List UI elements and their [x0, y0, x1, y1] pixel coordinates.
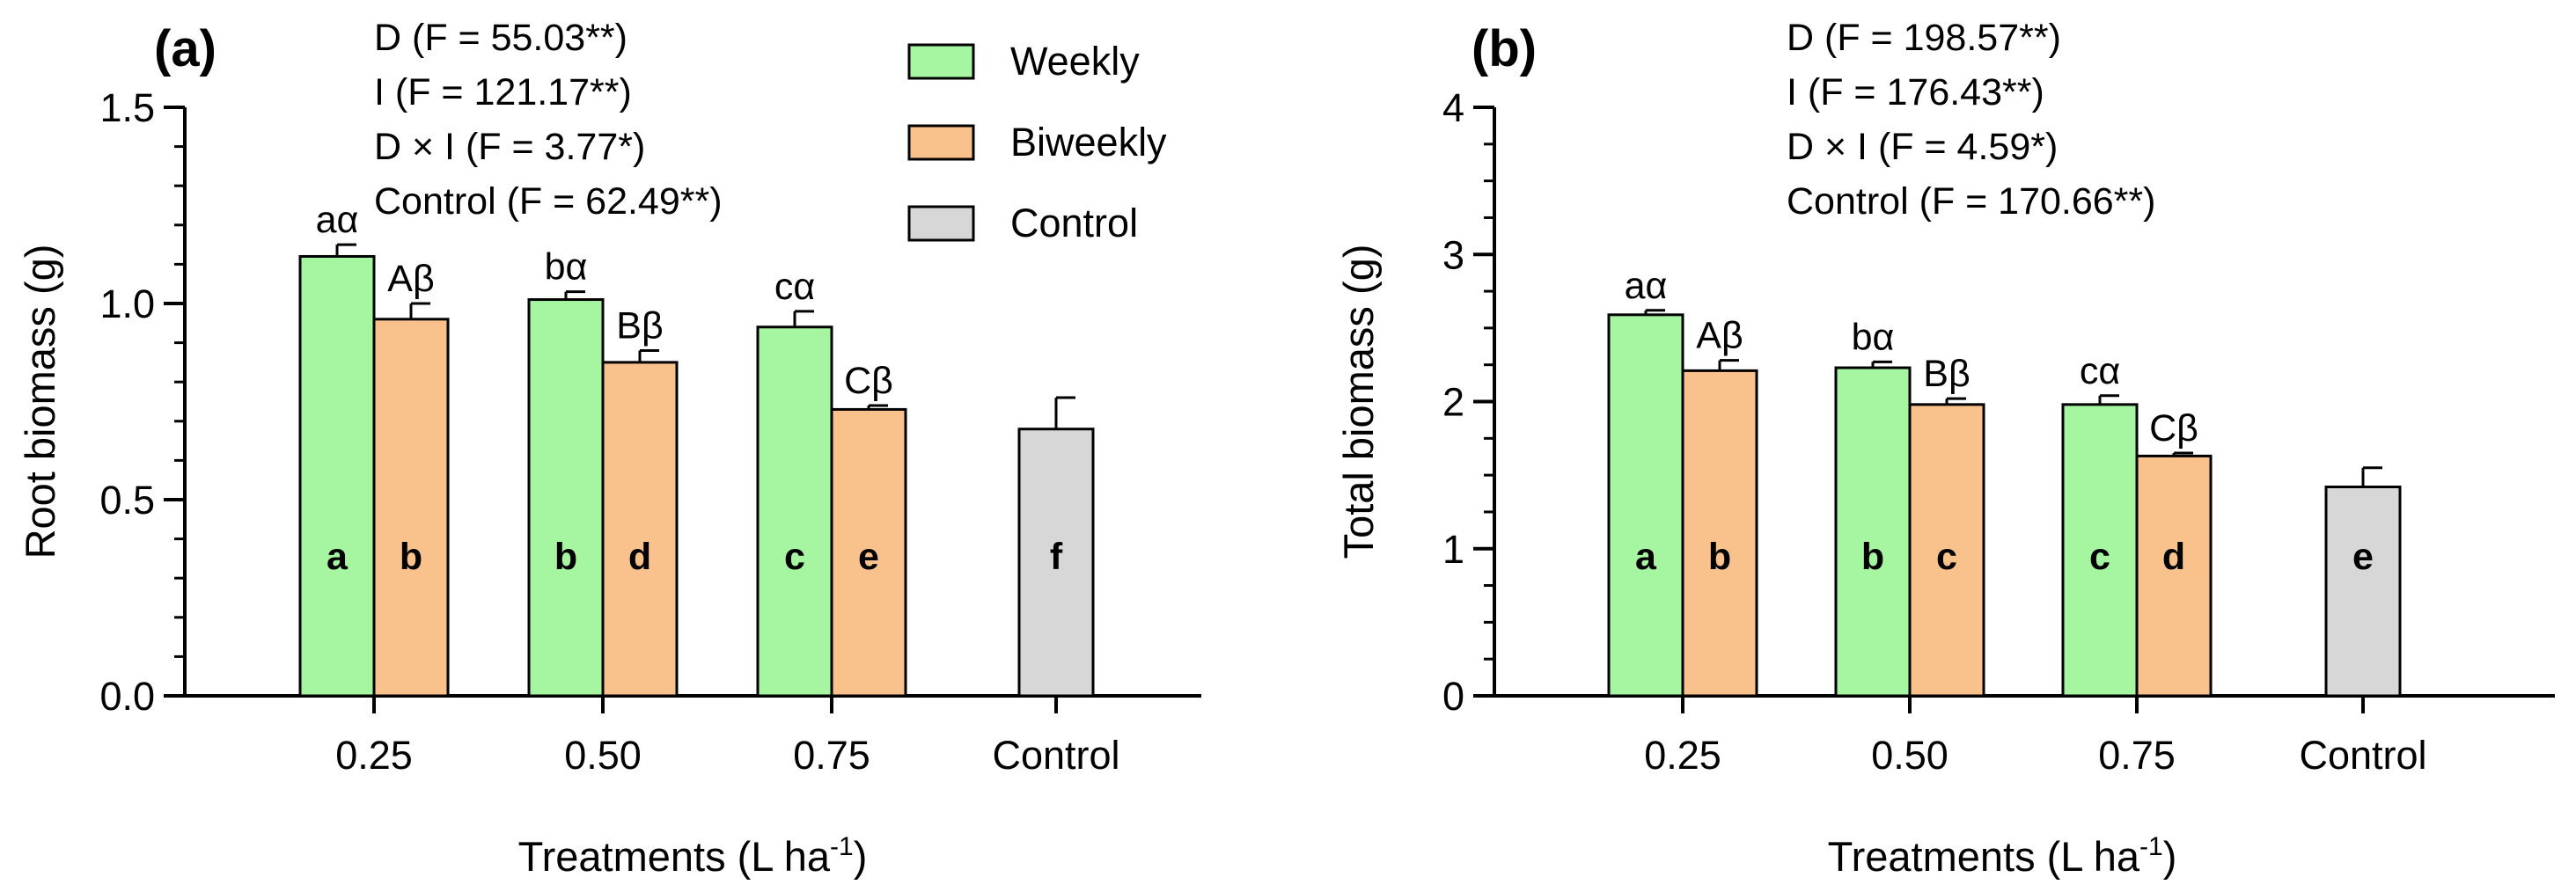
x-tick-label: 0.50 — [1871, 733, 1949, 778]
bar-significance-label: Bβ — [1923, 353, 1970, 395]
bar-weekly — [756, 325, 833, 698]
anova-stat-line: D × I (F = 3.77*) — [374, 126, 645, 168]
bar-weekly — [298, 254, 376, 698]
bar-biweekly — [601, 361, 679, 698]
bar-significance-label: Aβ — [1696, 315, 1743, 357]
bar-group-letter: b — [554, 536, 577, 578]
bar-significance-label: Bβ — [616, 305, 663, 347]
bar-significance-label: bα — [1852, 316, 1895, 358]
bar-group-letter: a — [1635, 536, 1657, 578]
bar-significance-label: Cβ — [844, 360, 893, 402]
bar-group-letter: c — [2089, 536, 2110, 578]
x-axis-title: Treatments (L ha-1) — [518, 832, 868, 880]
panel-b-total-biomass: 0 1 2 3 4 0.25 0.50 0.75 Control aα a bα b cα c Aβ b Bβ c C… — [1335, 17, 2555, 880]
panel-tag: (a) — [154, 20, 217, 77]
bar-significance-label: aα — [1625, 265, 1668, 307]
bar-significance-label: cα — [2080, 350, 2120, 392]
anova-stat-line: Control (F = 62.49**) — [374, 180, 723, 223]
y-axis-title: Total biomass (g) — [1335, 245, 1382, 559]
y-tick-label: 1.5 — [99, 85, 155, 130]
y-tick-label: 0 — [1442, 674, 1464, 719]
bar-group-letter: f — [1050, 536, 1063, 578]
bar-group-letter: b — [1708, 536, 1731, 578]
legend-label: Weekly — [1010, 39, 1140, 84]
anova-stat-line: D × I (F = 4.59*) — [1787, 126, 2058, 168]
bar-biweekly — [1681, 369, 1758, 698]
bar-group-letter: b — [400, 536, 422, 578]
anova-stat-line: Control (F = 170.66**) — [1787, 180, 2155, 223]
y-tick-label: 4 — [1442, 85, 1464, 130]
x-tick-label: Control — [992, 733, 1119, 778]
bar-group-letter: e — [858, 536, 879, 578]
bar-biweekly — [2135, 454, 2213, 698]
y-tick-label: 2 — [1442, 380, 1464, 425]
legend-label: Biweekly — [1010, 120, 1167, 165]
x-tick-label: 0.50 — [564, 733, 642, 778]
legend-swatch-control — [907, 205, 975, 242]
bar-group-letter: c — [1936, 536, 1957, 578]
anova-stat-line: D (F = 55.03**) — [374, 17, 627, 59]
bar-control — [1017, 428, 1095, 698]
bar-group-letter: d — [2162, 536, 2185, 578]
x-axis-title: Treatments (L ha-1) — [1828, 832, 2177, 880]
bar-weekly — [1834, 366, 1912, 698]
bar-group-letter: b — [1861, 536, 1884, 578]
y-tick-label: 1 — [1442, 527, 1464, 572]
bar-significance-label: bα — [545, 246, 588, 289]
legend-label: Control — [1010, 201, 1138, 245]
bar-biweekly — [1908, 403, 1985, 698]
x-tick-label: 0.75 — [793, 733, 870, 778]
panel-a-root-biomass: 0.0 0.5 1.0 1.5 0.25 0.50 0.75 Control aα a bα b cα c… — [17, 17, 1201, 880]
x-tick-label: 0.25 — [1644, 733, 1721, 778]
bar-weekly — [2061, 403, 2139, 698]
x-axis-title-end: ) — [2163, 833, 2177, 880]
x-tick-label: 0.25 — [335, 733, 413, 778]
x-axis-title-superscript: -1 — [830, 832, 854, 861]
bar-group-letter: d — [628, 536, 651, 578]
y-tick-label: 0.0 — [99, 674, 155, 719]
x-axis-title-main: Treatments (L ha — [1828, 833, 2140, 880]
legend-swatch-weekly — [907, 43, 975, 80]
x-axis-title-superscript: -1 — [2139, 832, 2163, 861]
x-tick-label: Control — [2299, 733, 2426, 778]
x-tick-label: 0.75 — [2098, 733, 2176, 778]
y-axis-title: Root biomass (g) — [17, 245, 63, 559]
x-axis-title-end: ) — [854, 833, 868, 880]
y-tick-label: 0.5 — [99, 478, 155, 523]
anova-stat-line: I (F = 121.17**) — [374, 71, 632, 113]
panel-tag: (b) — [1471, 20, 1537, 77]
legend-swatch-biweekly — [907, 124, 975, 161]
bar-significance-label: aα — [316, 199, 359, 241]
anova-stat-line: I (F = 176.43**) — [1787, 71, 2044, 113]
bar-group-letter: a — [327, 536, 349, 578]
bar-significance-label: Cβ — [2149, 407, 2198, 450]
y-tick-label: 3 — [1442, 232, 1464, 277]
x-axis-title-main: Treatments (L ha — [518, 833, 831, 880]
bar-control — [2324, 486, 2402, 698]
bar-weekly — [1607, 313, 1684, 698]
anova-stat-line: D (F = 198.57**) — [1787, 17, 2061, 59]
y-tick-label: 1.0 — [99, 281, 155, 326]
bar-biweekly — [830, 407, 907, 698]
bar-group-letter: c — [784, 536, 805, 578]
bar-significance-label: Aβ — [387, 258, 434, 300]
bar-group-letter: e — [2352, 536, 2374, 578]
bar-weekly — [527, 298, 605, 698]
bar-significance-label: cα — [774, 266, 815, 308]
bar-biweekly — [372, 318, 450, 698]
